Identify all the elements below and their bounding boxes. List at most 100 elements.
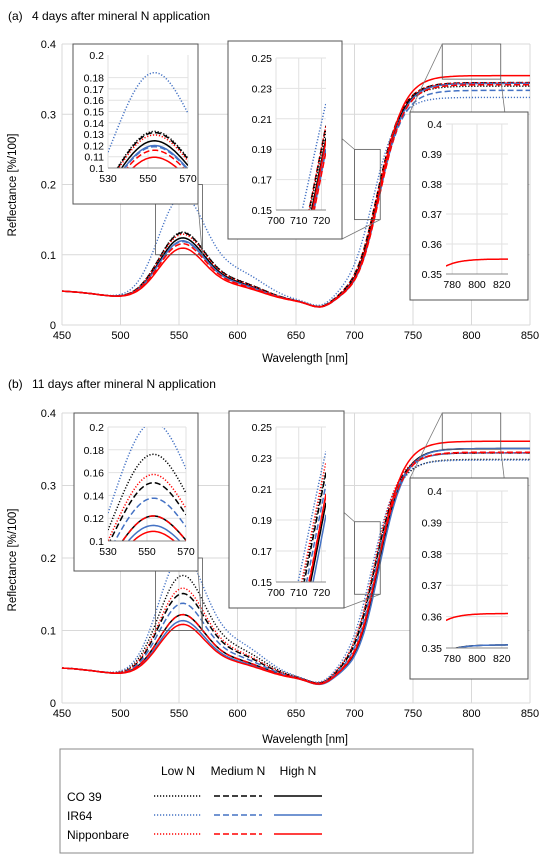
inset-y-tick-label: 0.19 <box>252 515 273 527</box>
inset-y-tick-label: 0.12 <box>84 140 105 152</box>
inset-series-line <box>126 149 185 168</box>
x-tick-label: 600 <box>228 708 246 720</box>
inset-x-tick-label: 570 <box>179 173 197 185</box>
inset-series-line <box>309 502 326 582</box>
inset-y-tick-label: 0.23 <box>252 453 273 465</box>
x-tick-label: 450 <box>53 708 71 720</box>
inset-x-tick-label: 800 <box>468 653 486 665</box>
series-line-ir64-low <box>61 459 530 683</box>
inset-y-tick-label: 0.37 <box>422 580 443 592</box>
panel-a-label: (a) <box>8 9 23 23</box>
inset-series-line <box>308 493 326 582</box>
panel-b: (b) 11 days after mineral N application … <box>7 377 348 746</box>
inset-y-tick-label: 0.17 <box>84 84 105 96</box>
inset-connector <box>409 412 443 479</box>
inset-y-tick-label: 0.4 <box>427 119 442 131</box>
inset-y-tick-label: 0.15 <box>252 577 273 589</box>
inset-y-tick-label: 0.21 <box>252 484 273 496</box>
y-tick-label: 0.4 <box>41 408 56 420</box>
inset-series-line <box>109 482 186 541</box>
inset-x-tick-label: 820 <box>493 279 511 291</box>
inset-x-tick-label: 800 <box>468 279 486 291</box>
inset-connector <box>343 593 381 609</box>
x-tick-label: 550 <box>170 708 188 720</box>
inset-source-box <box>354 148 381 221</box>
inset-frame <box>228 410 345 609</box>
inset-series-line <box>312 514 326 582</box>
inset-x-tick-label: 780 <box>443 279 461 291</box>
inset-y-tick-label: 0.14 <box>84 118 105 130</box>
inset-530-570: 0.1 0.12 0.14 0.16 0.18 0.2 530 550 570 <box>73 412 203 631</box>
inset-y-tick-label: 0.36 <box>422 239 443 251</box>
inset-y-tick-label: 0.25 <box>252 422 273 434</box>
series-line-nipponbare-high <box>61 74 530 308</box>
legend-col-medium: Medium N <box>211 764 266 778</box>
series-line-nipponbare-low <box>61 452 530 684</box>
inset-y-tick-label: 0.18 <box>84 73 105 85</box>
panel-a-ylabel: Reflectance [%/100] <box>7 134 19 237</box>
inset-y-tick-label: 0.12 <box>84 513 105 525</box>
x-tick-label: 450 <box>53 330 71 342</box>
legend: Low N Medium N High N CO 39 IR64 Nipponb… <box>59 748 474 854</box>
panel-a-xlabel: Wavelength [nm] <box>262 353 348 365</box>
x-tick-label: 600 <box>228 330 246 342</box>
inset-x-tick-label: 530 <box>99 546 117 558</box>
inset-y-tick-label: 0.19 <box>252 144 273 156</box>
y-tick-label: 0.1 <box>41 626 56 638</box>
inset-x-tick-label: 720 <box>313 215 331 227</box>
series-line-co39-low <box>61 458 530 684</box>
inset-y-tick-label: 0.16 <box>84 468 105 480</box>
inset-x-tick-label: 530 <box>99 173 117 185</box>
inset-530-570: 0.10.110.120.130.140.150.160.170.18 0.2 53… <box>72 43 203 256</box>
inset-y-tick-label: 0.36 <box>422 612 443 624</box>
inset-series-line <box>446 352 508 356</box>
x-tick-label: 800 <box>462 330 480 342</box>
inset-series-line <box>108 71 188 153</box>
inset-source-box <box>441 412 502 450</box>
series-line-nipponbare-high <box>61 440 530 685</box>
inset-775-825: 0.35 0.36 0.37 0.38 0.39 0.4 780 800 820 <box>409 412 529 680</box>
x-tick-label: 700 <box>345 330 363 342</box>
x-tick-label: 500 <box>111 330 129 342</box>
panel-b-xlabel: Wavelength [nm] <box>262 734 348 746</box>
inset-series-line <box>300 461 326 582</box>
inset-series-line <box>446 258 508 267</box>
inset-x-tick-label: 550 <box>139 173 157 185</box>
inset-775-825: 0.35 0.36 0.37 0.38 0.39 0.4 780 800 820 <box>409 43 529 356</box>
inset-x-tick-label: 700 <box>267 215 285 227</box>
panel-b-ylabel: Reflectance [%/100] <box>7 509 19 612</box>
inset-connector <box>197 203 203 255</box>
inset-series-line <box>297 451 326 582</box>
inset-series-line <box>454 644 508 648</box>
inset-series-line <box>446 612 508 622</box>
inset-series-line <box>123 144 188 168</box>
y-tick-label: 0 <box>50 320 56 332</box>
inset-series-line <box>132 530 176 541</box>
inset-y-tick-label: 0.18 <box>84 445 105 457</box>
x-tick-label: 750 <box>404 708 422 720</box>
legend-box <box>59 748 474 854</box>
x-tick-label: 500 <box>111 708 129 720</box>
inset-y-tick-label: 0.13 <box>84 129 105 141</box>
inset-series-line <box>313 151 326 210</box>
inset-series-line <box>308 125 326 210</box>
inset-series-line <box>114 497 186 541</box>
panel-a-title: 4 days after mineral N application <box>32 9 210 23</box>
inset-series-line <box>108 427 186 514</box>
inset-y-tick-label: 0.15 <box>84 107 105 119</box>
y-tick-label: 0.3 <box>41 481 56 493</box>
inset-y-tick-label: 0.16 <box>84 95 105 107</box>
inset-y-tick-label: 0.15 <box>252 205 273 217</box>
inset-series-line <box>305 484 326 582</box>
inset-y-tick-label: 0.4 <box>427 486 442 498</box>
inset-y-tick-label: 0.2 <box>89 50 104 62</box>
inset-series-line <box>117 134 188 168</box>
inset-700-722: 0.15 0.17 0.19 0.21 0.23 0.25 700 710 720 <box>227 40 381 240</box>
y-tick-label: 0.4 <box>41 39 56 51</box>
inset-series-line <box>123 145 188 168</box>
inset-y-tick-label: 0.38 <box>422 549 443 561</box>
x-tick-label: 650 <box>287 330 305 342</box>
panel-b-title: 11 days after mineral N application <box>32 377 216 391</box>
x-tick-label: 850 <box>521 330 539 342</box>
inset-frame <box>409 111 529 301</box>
